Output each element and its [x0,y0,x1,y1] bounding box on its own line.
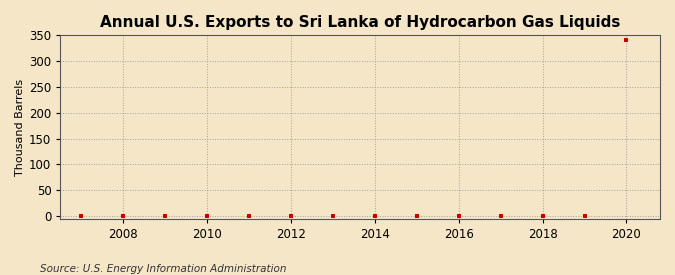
Text: Source: U.S. Energy Information Administration: Source: U.S. Energy Information Administ… [40,264,287,274]
Title: Annual U.S. Exports to Sri Lanka of Hydrocarbon Gas Liquids: Annual U.S. Exports to Sri Lanka of Hydr… [100,15,620,30]
Y-axis label: Thousand Barrels: Thousand Barrels [15,78,25,176]
